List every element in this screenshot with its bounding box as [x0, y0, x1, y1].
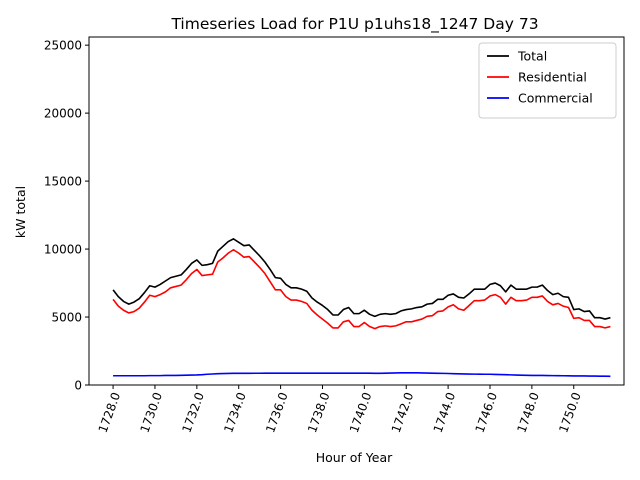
y-axis-label: kW total [13, 186, 28, 238]
y-tick-label: 15000 [44, 175, 82, 189]
legend-label: Commercial [518, 91, 593, 106]
legend-label: Residential [518, 70, 587, 85]
series-line-commercial [113, 371, 611, 378]
y-tick-label: 10000 [44, 243, 82, 257]
axes-frame [88, 36, 625, 386]
legend-box [478, 42, 617, 119]
legend: Total Residential Commercial [478, 42, 617, 119]
chart-title: Timeseries Load for P1U p1uhs18_1247 Day… [170, 15, 538, 34]
y-tick-label: 0 [74, 379, 82, 393]
series-line-residential [112, 248, 611, 330]
legend-label: Total [517, 49, 547, 64]
y-tick-label: 25000 [44, 39, 82, 53]
y-tick-label: 20000 [44, 107, 82, 121]
series-line-total [112, 238, 611, 320]
x-axis-label: Hour of Year [316, 450, 393, 465]
y-tick-label: 5000 [51, 311, 82, 325]
